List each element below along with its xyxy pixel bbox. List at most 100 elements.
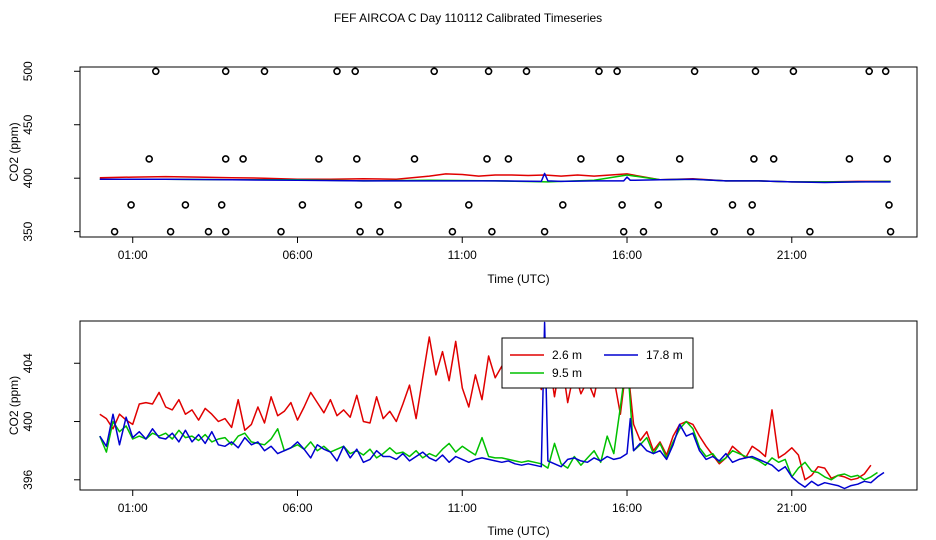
legend: 2.6 m 9.5 m 17.8 m [501, 337, 694, 389]
legend-label: 17.8 m [646, 348, 683, 362]
calibration-point [613, 67, 621, 76]
calibration-point [789, 67, 798, 76]
calibration-point [675, 155, 684, 163]
calibration-point [751, 67, 760, 76]
series-line-17-8-m [99, 172, 891, 184]
top-y-axis-label: CO2 (ppm) [7, 122, 21, 181]
calibration-point [540, 227, 549, 236]
bottom-series [99, 321, 885, 490]
calibration-point [333, 67, 341, 76]
legend-label: 2.6 m [552, 348, 582, 362]
y-tick-label: 400 [21, 411, 35, 431]
calibration-point [881, 67, 890, 76]
calibration-point [315, 155, 323, 163]
x-tick-label: 16:00 [612, 501, 642, 515]
calibration-point [277, 227, 285, 236]
calibration-point [748, 201, 757, 209]
calibration-point [298, 201, 307, 209]
bottom-y-axis: 396 400 404 [21, 353, 80, 490]
x-tick-label: 06:00 [282, 248, 312, 262]
y-tick-label: 404 [21, 353, 35, 373]
calibration-point [710, 227, 719, 236]
y-tick-label: 500 [21, 61, 35, 81]
bottom-x-axis: 01:00 06:00 11:00 16:00 21:00 [118, 490, 807, 515]
series-line-17-8-m [99, 321, 885, 490]
y-tick-label: 396 [21, 469, 35, 489]
calibration-point [354, 201, 363, 209]
x-tick-label: 11:00 [448, 248, 477, 262]
calibration-point [654, 201, 663, 209]
x-tick-label: 11:00 [448, 501, 477, 515]
legend-box [501, 337, 694, 389]
calibration-point [616, 155, 625, 163]
calibration-point [356, 227, 364, 236]
bottom-panel: 01:00 06:00 11:00 16:00 21:00 396 400 404 2.6 … [7, 320, 918, 538]
calibration-point [484, 67, 493, 76]
top-x-axis-label: Time (UTC) [487, 272, 549, 286]
calibration-point [577, 155, 585, 163]
calibration-point [886, 227, 895, 236]
calibration-point [806, 227, 814, 236]
calibration-point [430, 67, 439, 76]
calibration-point [769, 155, 778, 163]
x-tick-label: 01:00 [118, 248, 148, 262]
series-line-9-5-m [99, 355, 878, 481]
calibration-point [618, 201, 626, 209]
calibration-point [639, 227, 648, 236]
calibration-point [351, 67, 360, 76]
calibration-point [352, 155, 361, 163]
calibration-point [488, 227, 496, 236]
calibration-point [127, 201, 135, 209]
calibration-point [619, 227, 628, 236]
calibration-point [239, 155, 247, 163]
calibration-point [152, 67, 160, 76]
calibration-point [166, 227, 175, 236]
calibration-point [464, 201, 473, 209]
calibration-point [504, 155, 513, 163]
calibration-point [376, 227, 384, 236]
top-calibration-points [110, 67, 895, 236]
calibration-point [394, 201, 402, 209]
calibration-point [110, 227, 119, 236]
calibration-point [845, 155, 854, 163]
calibration-point [746, 227, 755, 236]
y-tick-label: 350 [21, 221, 35, 241]
x-tick-label: 21:00 [777, 248, 807, 262]
calibration-point [217, 201, 226, 209]
y-tick-label: 450 [21, 114, 35, 134]
calibration-point [750, 155, 758, 163]
x-tick-label: 21:00 [777, 501, 807, 515]
bottom-plot-frame [79, 320, 918, 491]
top-series [99, 172, 891, 184]
calibration-point [410, 155, 419, 163]
calibration-point [260, 67, 269, 76]
bottom-y-axis-label: CO2 (ppm) [7, 376, 21, 435]
top-x-axis: 01:00 06:00 11:00 16:00 21:00 [118, 237, 807, 262]
chart-title: FEF AIRCOA C Day 110112 Calibrated Times… [334, 11, 602, 25]
x-tick-label: 16:00 [612, 248, 642, 262]
calibration-point [595, 67, 603, 76]
top-y-axis: 350 400 450 500 [21, 61, 80, 242]
calibration-point [728, 201, 737, 209]
calibration-point [885, 201, 893, 209]
calibration-point [690, 67, 699, 76]
y-tick-label: 400 [21, 168, 35, 188]
calibration-point [221, 67, 230, 76]
calibration-point [221, 155, 230, 163]
calibration-point [883, 155, 892, 163]
top-plot-frame [79, 66, 918, 238]
calibration-point [483, 155, 491, 163]
calibration-point [448, 227, 457, 236]
x-tick-label: 01:00 [118, 501, 148, 515]
calibration-point [204, 227, 213, 236]
calibration-point [145, 155, 153, 163]
calibration-point [558, 201, 567, 209]
calibration-point [522, 67, 531, 76]
top-panel: 01:00 06:00 11:00 16:00 21:00 350 400 450 500 T… [7, 61, 918, 286]
bottom-x-axis-label: Time (UTC) [487, 524, 549, 538]
calibration-point [181, 201, 190, 209]
x-tick-label: 06:00 [282, 501, 312, 515]
calibration-point [865, 67, 874, 76]
calibration-point [221, 227, 230, 236]
